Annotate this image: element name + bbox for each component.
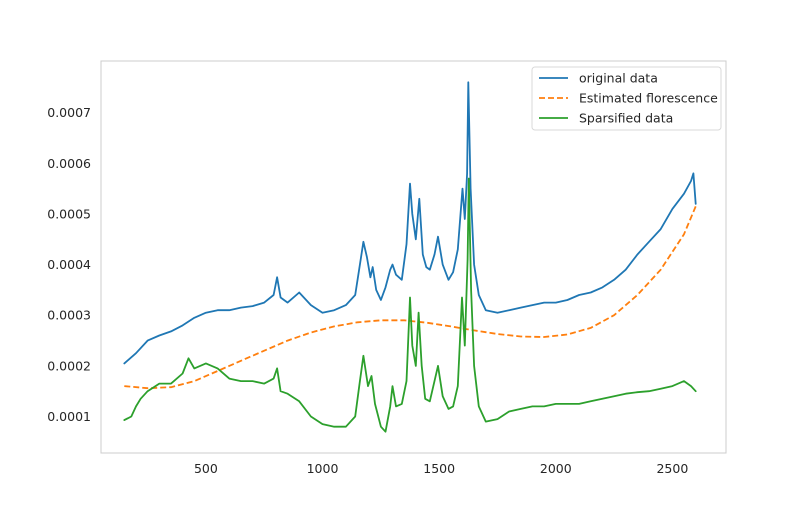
- y-tick-label: 0.0005: [47, 207, 91, 222]
- legend-label: Estimated florescence: [579, 91, 718, 106]
- x-tick-label: 2500: [656, 461, 688, 476]
- x-axis-tick-labels: 500 1000 1500 2000 2500: [194, 461, 688, 476]
- y-tick-label: 0.0003: [47, 308, 91, 323]
- x-tick-label: 1000: [307, 461, 339, 476]
- y-tick-label: 0.0002: [47, 358, 91, 373]
- series-line-2: [123, 177, 697, 433]
- y-tick-label: 0.0001: [47, 409, 91, 424]
- y-axis-tick-labels: 0.0001 0.0002 0.0003 0.0004 0.0005 0.0006 0.00…: [47, 105, 91, 424]
- x-tick-label: 500: [194, 461, 218, 476]
- legend-items: original data Estimated florescence Sparsi…: [539, 71, 718, 126]
- series-line-0: [123, 81, 697, 365]
- y-tick-label: 0.0006: [47, 156, 91, 171]
- legend-box: [531, 66, 722, 131]
- series-layer: [123, 81, 697, 433]
- x-tick-label: 2000: [540, 461, 572, 476]
- y-tick-label: 0.0007: [47, 105, 91, 120]
- series-line-1: [124, 206, 697, 390]
- x-tick-label: 1500: [423, 461, 455, 476]
- legend: original data Estimated florescence Sparsi…: [531, 66, 722, 131]
- legend-label: Sparsified data: [579, 111, 673, 126]
- y-tick-label: 0.0004: [47, 257, 91, 272]
- legend-label: original data: [579, 71, 658, 86]
